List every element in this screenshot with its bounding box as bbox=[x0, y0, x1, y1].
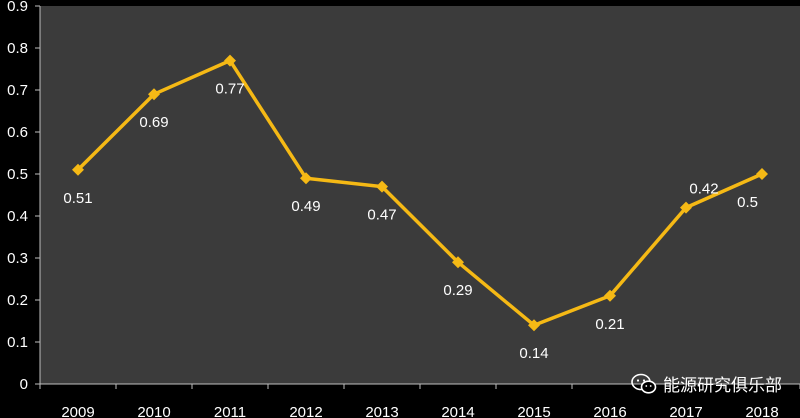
y-tick-label: 0.9 bbox=[7, 0, 28, 15]
y-tick-label: 0.3 bbox=[7, 250, 28, 267]
x-tick-label: 2009 bbox=[61, 404, 94, 418]
data-label: 0.77 bbox=[215, 81, 244, 98]
data-point bbox=[224, 54, 236, 67]
x-tick-label: 2010 bbox=[137, 404, 170, 418]
x-tick-label: 2018 bbox=[745, 404, 778, 418]
y-tick-label: 0.4 bbox=[7, 208, 28, 225]
watermark-text: 能源研究俱乐部 bbox=[663, 376, 782, 396]
y-tick-label: 0.2 bbox=[7, 292, 28, 309]
x-tick-label: 2013 bbox=[365, 404, 398, 418]
data-point bbox=[452, 256, 464, 269]
data-label: 0.29 bbox=[443, 282, 472, 299]
x-tick-label: 2016 bbox=[593, 404, 626, 418]
data-label: 0.69 bbox=[139, 114, 168, 131]
data-point bbox=[300, 172, 312, 185]
data-label: 0.14 bbox=[519, 345, 548, 362]
data-label: 0.21 bbox=[595, 316, 624, 333]
data-label: 0.47 bbox=[367, 207, 396, 224]
data-point bbox=[148, 88, 160, 101]
watermark: 能源研究俱乐部 bbox=[631, 371, 782, 396]
data-point bbox=[528, 319, 540, 332]
y-tick-label: 0.6 bbox=[7, 124, 28, 141]
data-point bbox=[680, 201, 692, 214]
data-label: 0.5 bbox=[737, 194, 758, 211]
data-point bbox=[376, 180, 388, 193]
x-tick-label: 2017 bbox=[669, 404, 702, 418]
y-tick-label: 0.1 bbox=[7, 334, 28, 351]
data-label: 0.51 bbox=[63, 190, 92, 207]
data-label: 0.49 bbox=[291, 198, 320, 215]
y-tick-label: 0 bbox=[20, 376, 28, 393]
data-point bbox=[72, 163, 84, 176]
data-point bbox=[604, 289, 616, 302]
series-line bbox=[76, 58, 763, 327]
wechat-icon bbox=[631, 373, 657, 394]
y-tick-label: 0.7 bbox=[7, 82, 28, 99]
data-label: 0.42 bbox=[689, 181, 718, 198]
data-point bbox=[756, 168, 768, 180]
x-tick-label: 2015 bbox=[517, 404, 550, 418]
plot-area bbox=[40, 6, 800, 384]
x-tick-label: 2012 bbox=[289, 404, 322, 418]
y-tick-label: 0.5 bbox=[7, 166, 28, 183]
y-tick-label: 0.8 bbox=[7, 40, 28, 57]
x-tick-label: 2011 bbox=[214, 404, 246, 418]
x-tick-label: 2014 bbox=[441, 404, 474, 418]
